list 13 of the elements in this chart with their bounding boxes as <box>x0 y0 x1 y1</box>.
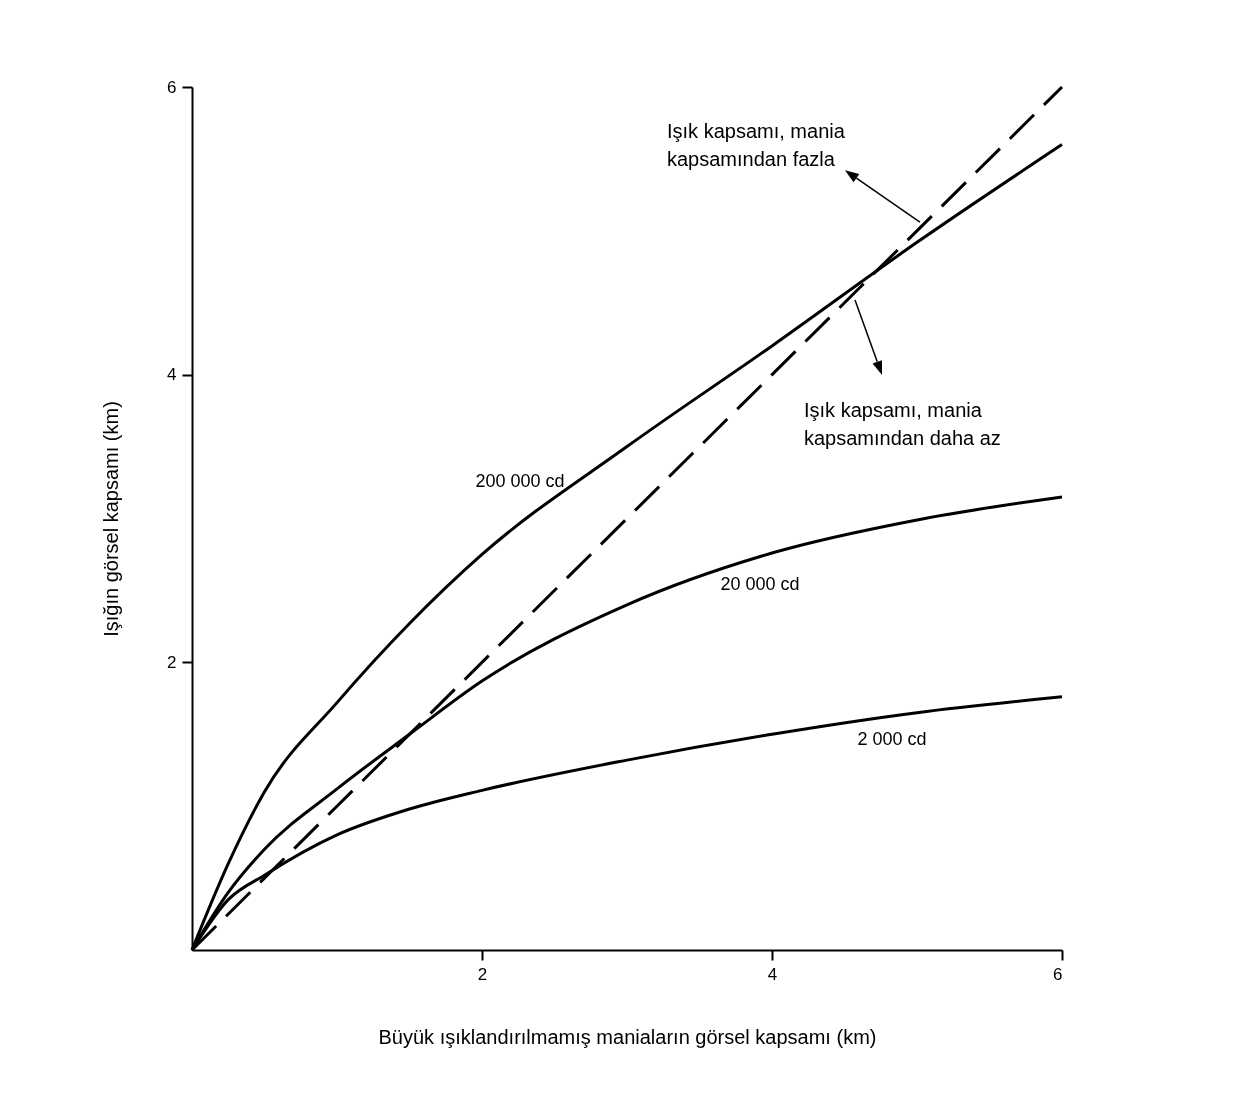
y-axis-title: Işığın görsel kapsamı (km) <box>100 401 123 637</box>
x-axis-title: Büyük ışıklandırılmamış maniaların görsel kapsamı (km) <box>378 1025 877 1048</box>
x-tick-label: 6 <box>1053 964 1063 984</box>
annotation: Işık kapsamı, mania kapsamından daha az <box>804 399 1001 449</box>
x-tick-label: 2 <box>477 964 488 984</box>
y-tick-label: 2 <box>167 652 177 672</box>
series-label: 20 000 cd <box>720 574 800 594</box>
series-label: 2 000 cd <box>857 729 927 749</box>
series-label: 200 000 cd <box>475 471 565 491</box>
annotation: Işık kapsamı, mania kapsamından fazla <box>667 120 846 170</box>
y-tick-label: 6 <box>167 77 177 97</box>
x-tick-label: 4 <box>767 964 778 984</box>
y-tick-label: 4 <box>167 365 177 385</box>
